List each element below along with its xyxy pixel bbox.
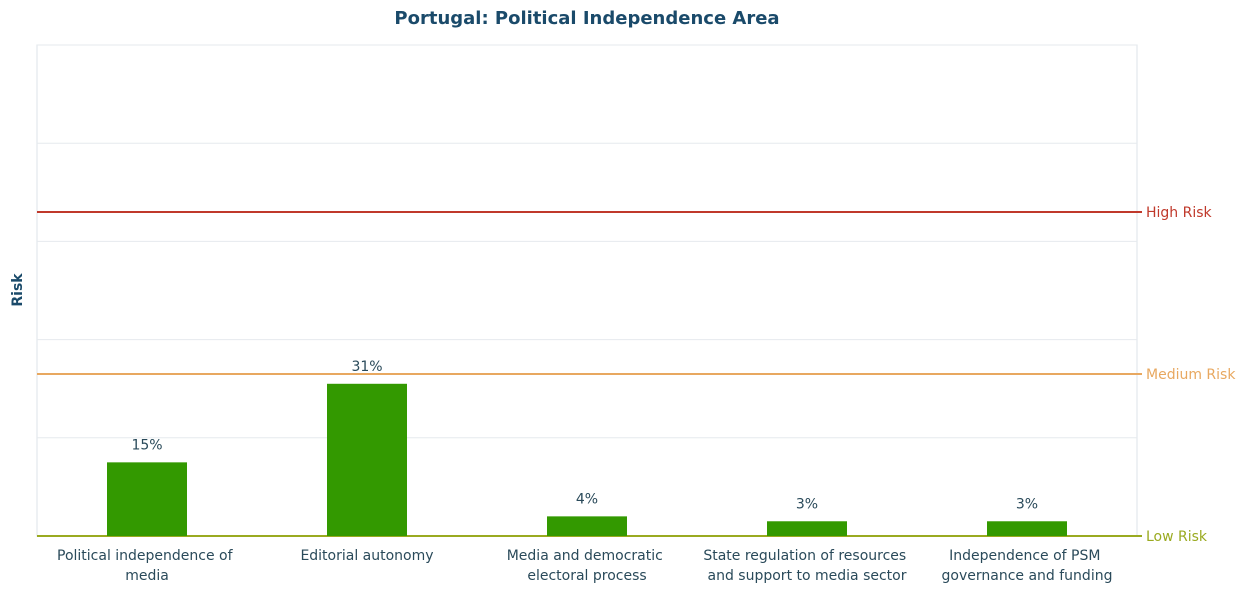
bar	[107, 462, 187, 536]
x-tick-label: Political independence of media	[57, 548, 237, 584]
x-tick-label: Editorial autonomy	[300, 548, 433, 564]
reference-label: High Risk	[1146, 205, 1213, 221]
bar	[767, 521, 847, 536]
x-tick-label: State regulation of resources and suppor…	[703, 548, 910, 584]
value-label: 15%	[131, 437, 162, 453]
reference-label: Low Risk	[1146, 529, 1208, 545]
bar	[987, 521, 1067, 536]
bar	[547, 516, 627, 536]
value-label: 4%	[576, 491, 598, 507]
value-label: 3%	[1016, 496, 1038, 512]
chart-title: Portugal: Political Independence Area	[394, 8, 779, 29]
plot-frame	[36, 44, 1138, 537]
bar	[327, 383, 407, 536]
x-tick-label: Media and democratic electoral process	[507, 548, 668, 584]
x-tick-label: Independence of PSM governance and fundi…	[942, 548, 1113, 584]
y-axis-label: Risk	[10, 273, 26, 307]
reference-label: Medium Risk	[1146, 367, 1236, 383]
value-label: 31%	[351, 359, 382, 375]
value-label: 3%	[796, 496, 818, 512]
